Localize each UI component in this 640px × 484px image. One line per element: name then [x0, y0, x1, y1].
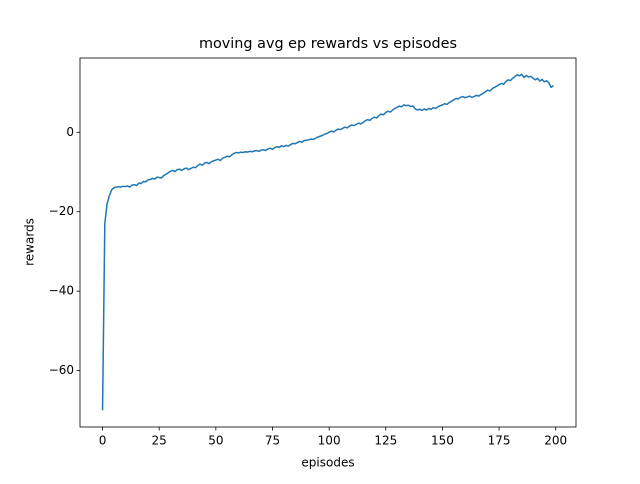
y-tick-label: −60: [49, 363, 74, 377]
x-tick-label: 100: [318, 434, 341, 448]
x-tick-label: 200: [544, 434, 567, 448]
y-tick-label: 0: [66, 125, 74, 139]
x-tick-label: 25: [152, 434, 167, 448]
x-tick-label: 175: [488, 434, 511, 448]
y-tick-label: −20: [49, 204, 74, 218]
y-tick-label: −40: [49, 284, 74, 298]
x-tick-label: 0: [99, 434, 107, 448]
x-axis-label: episodes: [301, 456, 354, 470]
x-tick-label: 50: [208, 434, 223, 448]
data-line: [101, 73, 554, 411]
axes-frame: [79, 57, 577, 428]
chart-title: moving avg ep rewards vs episodes: [199, 36, 457, 52]
x-tick-label: 125: [374, 434, 397, 448]
x-tick-label: 150: [431, 434, 454, 448]
x-tick-label: 75: [265, 434, 280, 448]
y-axis-label: rewards: [23, 218, 37, 266]
